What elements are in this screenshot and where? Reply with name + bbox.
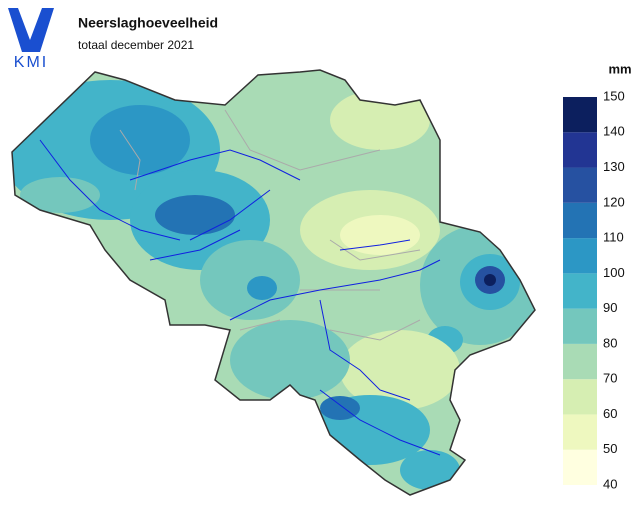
- colorbar-bin: [563, 379, 597, 415]
- colorbar-bin: [563, 414, 597, 450]
- colorbar-bin: [563, 238, 597, 274]
- colorbar-tick-label: 40: [603, 476, 617, 491]
- colorbar-bin: [563, 343, 597, 380]
- colorbar-tick-label: 70: [603, 371, 617, 386]
- colorbar-bin: [563, 97, 597, 133]
- precipitation-field: [12, 70, 535, 495]
- logo-text: KMI: [14, 54, 48, 71]
- colorbar: 40 50 60 70 80 90 100 110 120 130 140 150: [563, 88, 625, 491]
- map-subtitle: totaal december 2021: [78, 38, 194, 52]
- colorbar-tick-label: 120: [603, 194, 625, 209]
- colorbar-tick-label: 100: [603, 265, 625, 280]
- colorbar-tick-label: 90: [603, 300, 617, 315]
- colorbar-bin: [563, 449, 597, 485]
- legend-unit: mm: [608, 61, 631, 76]
- country-outline: [11, 69, 536, 496]
- colorbar-bin: [563, 202, 597, 239]
- borders: [39, 109, 441, 456]
- map-title: Neerslaghoeveelheid: [78, 15, 218, 31]
- colorbar-bin: [563, 273, 597, 309]
- colorbar-tick-label: 50: [603, 441, 617, 456]
- colorbar-tick-label: 150: [603, 88, 625, 103]
- colorbar-tick-label: 140: [603, 124, 625, 139]
- colorbar-tick-label: 80: [603, 335, 617, 350]
- colorbar-bin: [563, 132, 597, 168]
- colorbar-tick-label: 110: [603, 230, 624, 245]
- colorbar-bin: [563, 167, 597, 203]
- colorbar-bin: [563, 308, 597, 344]
- logo: KMI: [8, 8, 54, 71]
- colorbar-tick-label: 60: [603, 406, 617, 421]
- colorbar-tick-label: 130: [603, 159, 625, 174]
